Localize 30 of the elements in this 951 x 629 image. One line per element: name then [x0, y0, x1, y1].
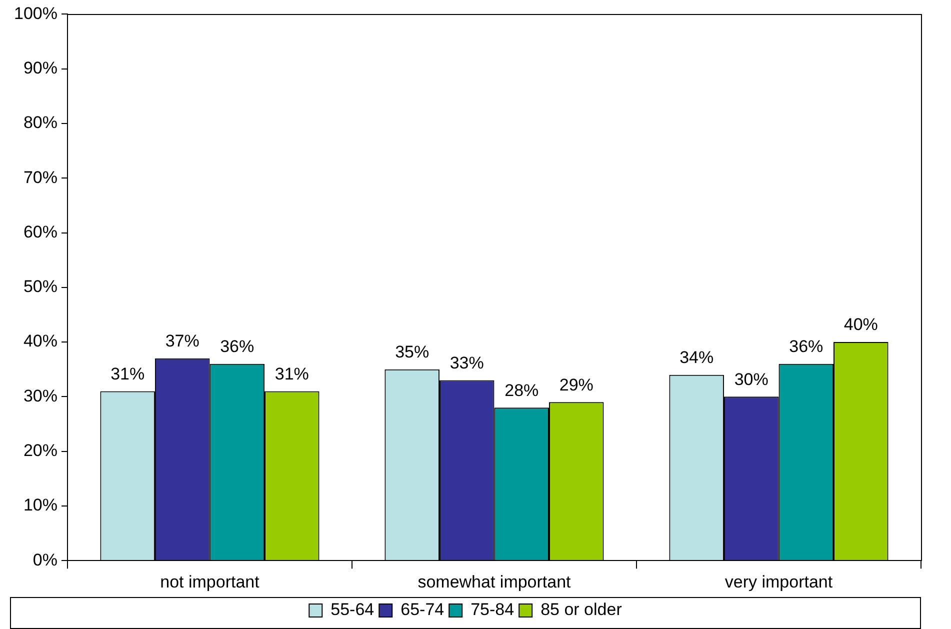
- y-tick-label: 90%: [23, 58, 58, 78]
- x-tick-label: not important: [160, 572, 260, 592]
- y-tick-label: 10%: [23, 496, 58, 515]
- data-label: 30%: [734, 370, 768, 389]
- data-label: 29%: [559, 375, 594, 394]
- y-tick-label: 80%: [23, 113, 58, 132]
- data-label: 37%: [165, 332, 200, 351]
- data-label: 40%: [844, 315, 878, 334]
- x-tick-label: somewhat important: [418, 572, 572, 592]
- legend-label: 75-84: [470, 600, 514, 620]
- y-tick-label: 70%: [23, 168, 58, 187]
- data-label: 36%: [220, 337, 254, 356]
- data-label: 31%: [274, 364, 309, 384]
- data-label: 31%: [110, 364, 145, 384]
- data-label: 35%: [395, 342, 430, 362]
- y-tick-label: 100%: [14, 4, 58, 23]
- y-tick-label: 30%: [23, 386, 58, 406]
- data-label: 36%: [789, 337, 824, 356]
- legend-label: 85 or older: [540, 600, 622, 620]
- legend-label: 55-64: [330, 600, 374, 620]
- legend-label: 65-74: [400, 600, 444, 620]
- y-tick-label: 40%: [23, 332, 58, 351]
- data-label: 34%: [680, 348, 714, 368]
- y-tick-label: 60%: [23, 222, 58, 242]
- y-tick-label: 50%: [23, 277, 58, 296]
- x-tick-label: very important: [724, 572, 833, 592]
- y-tick-label: 0%: [32, 550, 58, 570]
- data-label: 28%: [504, 380, 539, 400]
- y-tick-label: 20%: [23, 441, 58, 460]
- data-label: 33%: [450, 353, 484, 372]
